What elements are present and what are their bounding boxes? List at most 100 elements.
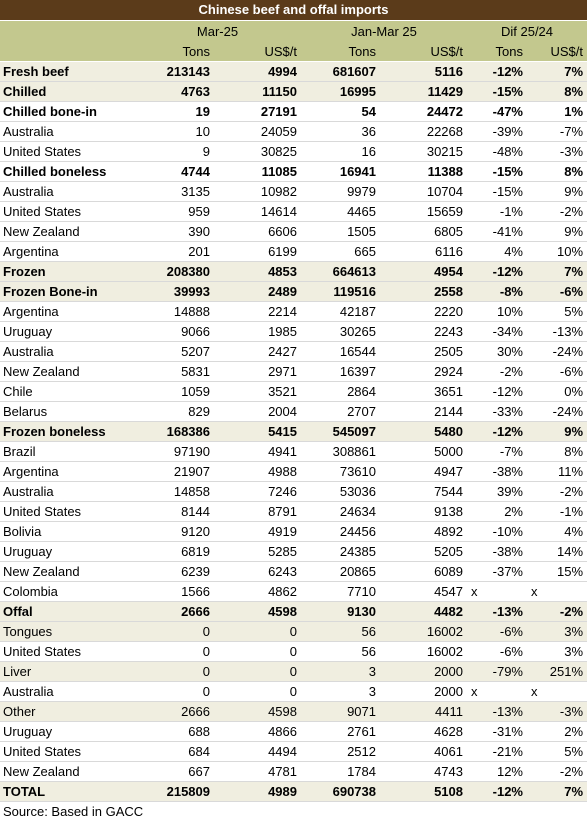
row-label: TOTAL	[0, 781, 134, 802]
col-header-price-change: US$/t	[527, 41, 587, 62]
dif-price-cell: 2%	[527, 721, 587, 742]
dif-tons-cell: x	[467, 581, 527, 602]
ytd-price-cell: 3651	[380, 381, 467, 402]
ytd-price-cell: 4061	[380, 741, 467, 762]
dif-tons-cell: -8%	[467, 281, 527, 302]
table-row: Belarus 829 2004 2707 2144 -33% -24%	[0, 401, 587, 422]
mar-price-cell: 2489	[214, 281, 301, 302]
ytd-price-cell: 15659	[380, 201, 467, 222]
mar-price-cell: 6606	[214, 221, 301, 242]
ytd-price-cell: 2000	[380, 661, 467, 682]
dif-price-cell: -2%	[527, 601, 587, 622]
dif-price-cell: 251%	[527, 661, 587, 682]
row-label: Fresh beef	[0, 61, 134, 82]
col-header-tons: Tons	[301, 41, 380, 62]
ytd-tons-cell: 30265	[301, 321, 380, 342]
dif-tons-cell: -6%	[467, 621, 527, 642]
mar-price-cell: 7246	[214, 481, 301, 502]
ytd-price-cell: 11429	[380, 81, 467, 102]
mar-tons-cell: 0	[134, 621, 214, 642]
header-mar25: Mar-25	[134, 21, 301, 41]
ytd-price-cell: 5205	[380, 541, 467, 562]
mar-tons-cell: 0	[134, 641, 214, 662]
mar-tons-cell: 39993	[134, 281, 214, 302]
table-row: Argentina 21907 4988 73610 4947 -38% 11%	[0, 461, 587, 482]
row-label: United States	[0, 641, 134, 662]
mar-price-cell: 4598	[214, 701, 301, 722]
ytd-tons-cell: 545097	[301, 421, 380, 442]
ytd-price-cell: 5108	[380, 781, 467, 802]
row-label: Uruguay	[0, 321, 134, 342]
mar-price-cell: 4494	[214, 741, 301, 762]
dif-price-cell: -7%	[527, 121, 587, 142]
ytd-price-cell: 4743	[380, 761, 467, 782]
dif-tons-cell: -38%	[467, 541, 527, 562]
mar-price-cell: 2427	[214, 341, 301, 362]
ytd-tons-cell: 56	[301, 641, 380, 662]
table-row: Australia 3135 10982 9979 10704 -15% 9%	[0, 181, 587, 202]
table-row: Brazil 97190 4941 308861 5000 -7% 8%	[0, 441, 587, 462]
dif-tons-cell: -33%	[467, 401, 527, 422]
mar-price-cell: 0	[214, 621, 301, 642]
row-label: Chilled boneless	[0, 161, 134, 182]
mar-tons-cell: 19	[134, 101, 214, 122]
table-title: Chinese beef and offal imports	[0, 0, 587, 21]
table-row: United States 0 0 56 16002 -6% 3%	[0, 641, 587, 662]
mar-price-cell: 4989	[214, 781, 301, 802]
table-row: Tongues 0 0 56 16002 -6% 3%	[0, 621, 587, 642]
row-label: Brazil	[0, 441, 134, 462]
row-label: United States	[0, 141, 134, 162]
dif-price-cell: 9%	[527, 221, 587, 242]
source-row: Source: Based in GACC	[0, 802, 587, 821]
mar-price-cell: 1985	[214, 321, 301, 342]
dif-tons-cell: -47%	[467, 101, 527, 122]
ytd-tons-cell: 4465	[301, 201, 380, 222]
dif-price-cell: -3%	[527, 701, 587, 722]
ytd-price-cell: 9138	[380, 501, 467, 522]
dif-tons-cell: -31%	[467, 721, 527, 742]
mar-price-cell: 4862	[214, 581, 301, 602]
dif-price-cell: 14%	[527, 541, 587, 562]
ytd-tons-cell: 2707	[301, 401, 380, 422]
row-label: Frozen	[0, 261, 134, 282]
ytd-tons-cell: 53036	[301, 481, 380, 502]
row-label: Frozen boneless	[0, 421, 134, 442]
ytd-tons-cell: 56	[301, 621, 380, 642]
dif-price-cell: 15%	[527, 561, 587, 582]
ytd-price-cell: 16002	[380, 641, 467, 662]
table-row: Chilled 4763 11150 16995 11429 -15% 8%	[0, 81, 587, 102]
dif-price-cell: -2%	[527, 761, 587, 782]
ytd-price-cell: 4482	[380, 601, 467, 622]
dif-tons-cell: -79%	[467, 661, 527, 682]
dif-price-cell: 0%	[527, 381, 587, 402]
ytd-price-cell: 10704	[380, 181, 467, 202]
mar-tons-cell: 667	[134, 761, 214, 782]
dif-price-cell: 4%	[527, 521, 587, 542]
ytd-tons-cell: 9979	[301, 181, 380, 202]
table-row: Chilled bone-in 19 27191 54 24472 -47% 1%	[0, 101, 587, 122]
header-group-row: Mar-25 Jan-Mar 25 Dif 25/24	[0, 21, 587, 41]
mar-tons-cell: 0	[134, 681, 214, 702]
ytd-tons-cell: 9071	[301, 701, 380, 722]
ytd-price-cell: 16002	[380, 621, 467, 642]
mar-price-cell: 0	[214, 641, 301, 662]
mar-tons-cell: 168386	[134, 421, 214, 442]
ytd-tons-cell: 119516	[301, 281, 380, 302]
row-label: United States	[0, 741, 134, 762]
mar-tons-cell: 14888	[134, 301, 214, 322]
ytd-price-cell: 22268	[380, 121, 467, 142]
mar-price-cell: 0	[214, 681, 301, 702]
dif-tons-cell: 30%	[467, 341, 527, 362]
table-row: Chilled boneless 4744 11085 16941 11388 -15% 8…	[0, 161, 587, 182]
mar-tons-cell: 9	[134, 141, 214, 162]
row-label: Argentina	[0, 241, 134, 262]
dif-price-cell: 5%	[527, 301, 587, 322]
dif-price-cell: 7%	[527, 61, 587, 82]
dif-tons-cell: -12%	[467, 781, 527, 802]
ytd-tons-cell: 664613	[301, 261, 380, 282]
table-row: Fresh beef 213143 4994 681607 5116 -12% 7%	[0, 61, 587, 82]
dif-price-cell: 7%	[527, 261, 587, 282]
table-row: TOTAL 215809 4989 690738 5108 -12% 7%	[0, 781, 587, 802]
ytd-tons-cell: 7710	[301, 581, 380, 602]
